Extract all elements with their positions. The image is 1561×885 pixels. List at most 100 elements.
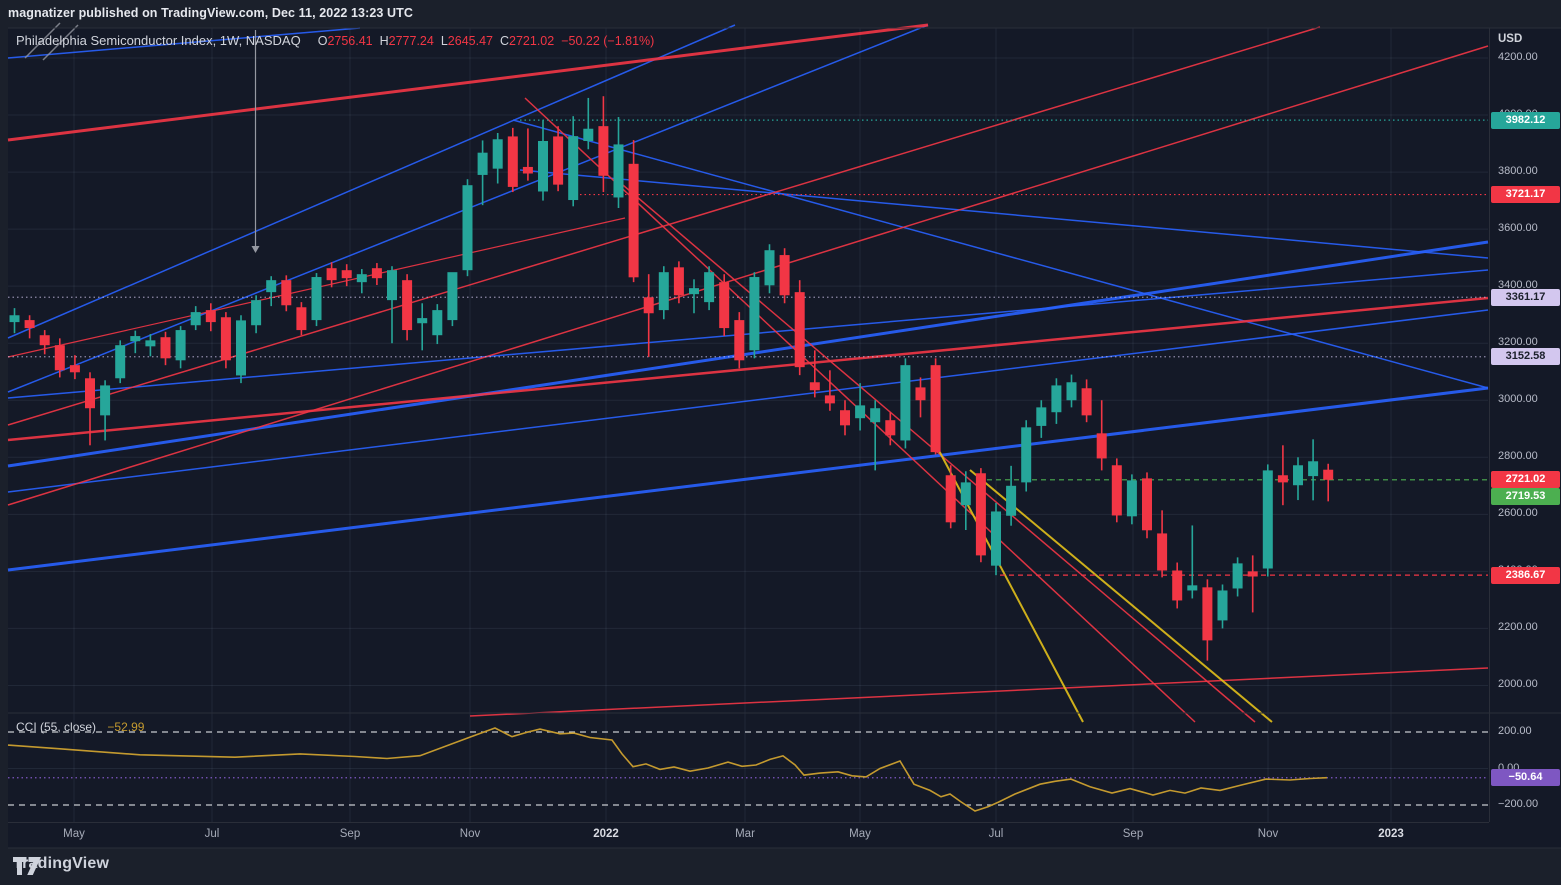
- time-tick: May: [849, 828, 871, 840]
- time-tick: May: [63, 828, 85, 840]
- price-tick: 2200.00: [1498, 621, 1538, 634]
- candle: [719, 282, 730, 329]
- time-tick: Mar: [735, 828, 755, 840]
- candle: [598, 126, 609, 176]
- high-value: 2777.24: [388, 34, 434, 48]
- candle: [1096, 433, 1107, 459]
- price-badge: 2386.67: [1491, 566, 1560, 584]
- candle: [145, 340, 156, 347]
- candle: [311, 277, 322, 321]
- candle: [266, 280, 277, 293]
- candle: [1202, 587, 1213, 641]
- symbol-legend: Philadelphia Semiconductor Index, 1W, NA…: [16, 33, 654, 48]
- candle: [673, 267, 684, 296]
- candle: [296, 307, 307, 331]
- candle: [115, 345, 126, 379]
- price-scale[interactable]: USD 4200.004000.003800.003600.003400.003…: [1489, 28, 1561, 822]
- cci-title[interactable]: CCI: [16, 720, 37, 734]
- candle: [809, 382, 820, 391]
- candle: [840, 410, 850, 426]
- candle: [220, 317, 231, 361]
- level-lines-layer: [8, 119, 1488, 806]
- candle: [371, 268, 382, 279]
- candle: [704, 272, 715, 303]
- frame-layer: [8, 27, 1561, 849]
- price-tick: 4200.00: [1498, 51, 1538, 63]
- candle: [1232, 563, 1243, 589]
- tradingview-logo-icon[interactable]: [13, 855, 42, 877]
- candle: [1021, 427, 1032, 483]
- time-tick: Sep: [1122, 828, 1144, 840]
- open-value: 2756.41: [327, 34, 373, 48]
- candle: [1247, 571, 1258, 577]
- time-tick: Jul: [988, 828, 1004, 840]
- footer: TradingView: [13, 855, 109, 875]
- candle: [1277, 475, 1288, 483]
- candle: [538, 140, 548, 192]
- candle: [477, 152, 488, 175]
- candle: [1006, 485, 1017, 516]
- cci-layer: [7, 727, 1328, 812]
- candle: [643, 297, 654, 314]
- candle: [1308, 461, 1319, 477]
- candle: [326, 268, 337, 281]
- chart-background: [8, 28, 1561, 848]
- candle: [1187, 585, 1198, 591]
- candle: [975, 473, 986, 556]
- candle: [175, 330, 186, 361]
- candle: [447, 272, 458, 321]
- candle: [734, 320, 745, 361]
- candle: [190, 312, 201, 326]
- candle: [1217, 590, 1228, 621]
- candles-layer: [9, 96, 1334, 661]
- candle: [24, 320, 35, 329]
- candle: [689, 288, 699, 295]
- candle: [628, 163, 639, 278]
- candle: [387, 270, 397, 301]
- candle: [1036, 407, 1047, 426]
- candle: [960, 482, 971, 506]
- candle: [885, 420, 896, 436]
- candle: [824, 395, 835, 404]
- low-label: L: [440, 34, 448, 48]
- change-value: −50.22 (−1.81%): [561, 34, 655, 48]
- candle: [417, 318, 428, 324]
- candle: [507, 136, 518, 187]
- time-tick: Nov: [459, 828, 481, 840]
- candle: [85, 378, 95, 409]
- hatch-mark-icon: [24, 22, 61, 59]
- candle: [749, 277, 760, 351]
- candle: [281, 280, 292, 306]
- time-scale[interactable]: May Jul Sep Nov 2022 Mar May Jul Sep Nov 2023: [8, 822, 1489, 849]
- candle: [1157, 533, 1168, 571]
- price-tick: 3400.00: [1498, 279, 1538, 292]
- price-badge: 3721.17: [1491, 186, 1560, 204]
- close-value: 2721.02: [509, 34, 555, 48]
- cci-value: −52.99: [107, 720, 145, 734]
- symbol-title[interactable]: Philadelphia Semiconductor Index, 1W, NA…: [16, 33, 301, 48]
- candle: [39, 335, 50, 346]
- candle: [160, 337, 171, 359]
- candle: [930, 365, 941, 453]
- candle: [945, 475, 956, 523]
- candle: [1111, 465, 1122, 516]
- candle: [100, 385, 111, 416]
- low-value: 2645.47: [447, 34, 493, 48]
- candle: [1126, 480, 1137, 517]
- price-tick: 2800.00: [1498, 450, 1538, 463]
- candle: [870, 408, 881, 423]
- cci-legend: CCI (55, close) −52.99: [16, 720, 144, 734]
- candle: [1262, 470, 1273, 569]
- candle: [492, 139, 503, 169]
- candle: [205, 310, 216, 323]
- hatch-mark-icon: [42, 24, 79, 61]
- candle: [1066, 382, 1077, 401]
- currency-label: USD: [1498, 33, 1523, 45]
- price-badge: −50.64: [1491, 769, 1560, 787]
- price-tick: 3200.00: [1498, 336, 1538, 349]
- candle: [915, 387, 926, 401]
- candle: [658, 272, 669, 311]
- candle: [402, 280, 413, 331]
